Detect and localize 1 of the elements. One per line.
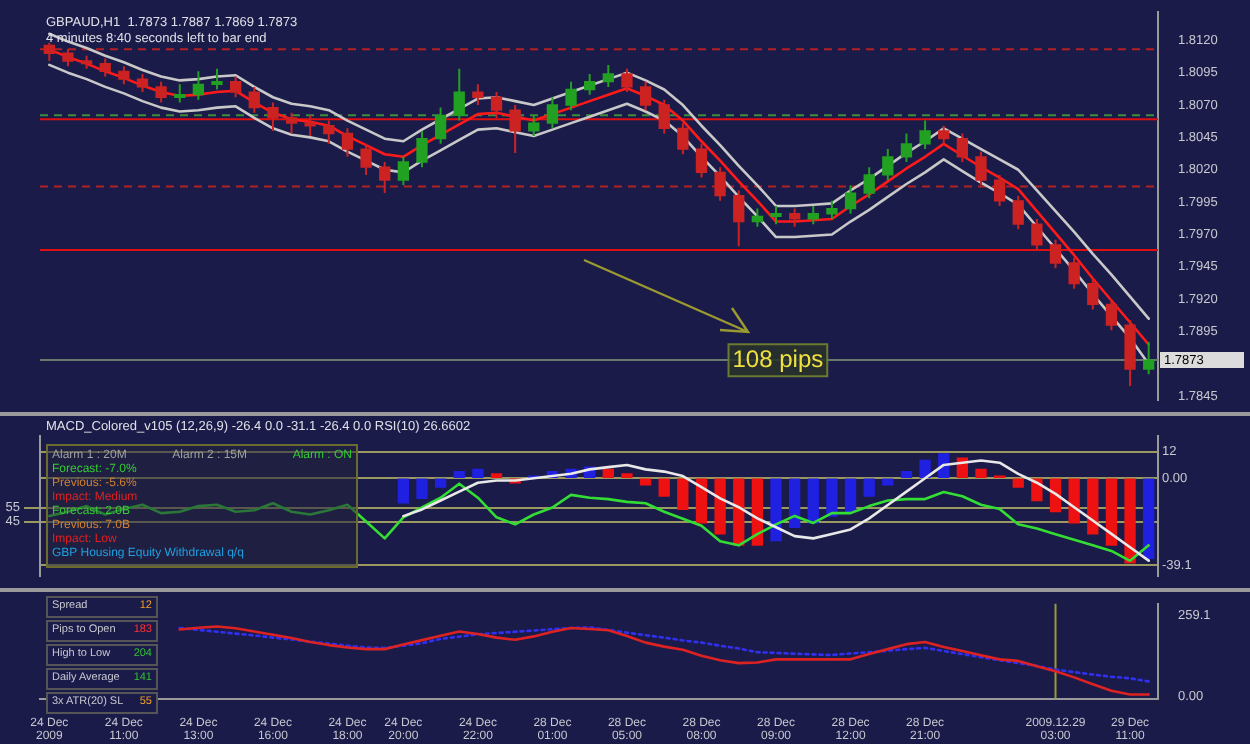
- annotation: 108 pips: [732, 344, 824, 373]
